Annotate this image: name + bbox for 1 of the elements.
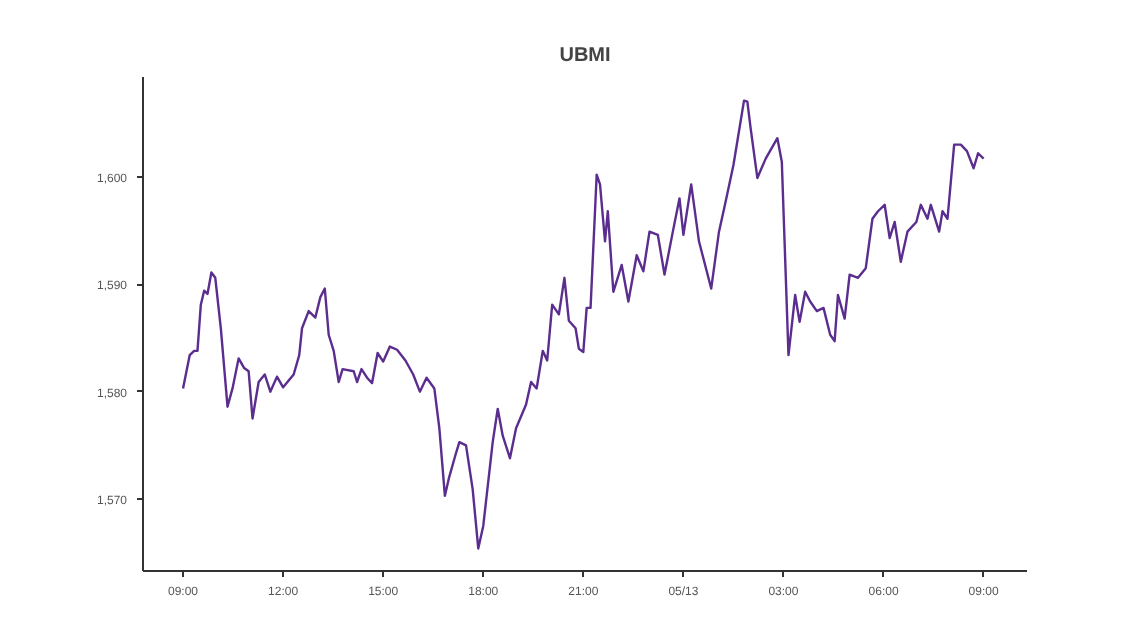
chart-title: UBMI: [559, 45, 611, 67]
